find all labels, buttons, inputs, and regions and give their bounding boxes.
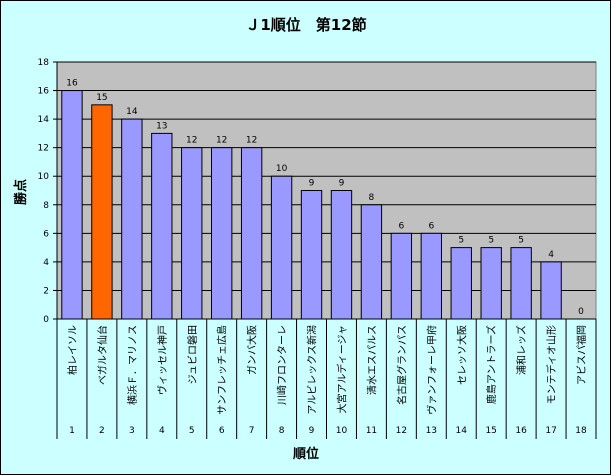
x-axis-title: 順位 <box>293 446 319 462</box>
y-tick-label: 6 <box>43 229 49 239</box>
y-axis-title: 勝点 <box>13 179 29 205</box>
bar <box>540 261 562 320</box>
category-label: ベガルタ仙台 <box>96 325 109 385</box>
rank-label: 4 <box>159 426 165 436</box>
chart-title: Ｊ1順位 第12節 <box>245 16 366 34</box>
y-tick-label: 2 <box>43 286 49 296</box>
bar <box>480 247 502 320</box>
category-label: ヴィッセル神戸 <box>156 325 169 395</box>
plot-area: 02468101214161816柏レイソル115ベガルタ仙台214横浜Ｆ．マリ… <box>38 58 597 439</box>
y-tick-label: 8 <box>43 201 49 211</box>
data-label: 5 <box>458 236 464 246</box>
data-label: 13 <box>156 121 167 131</box>
rank-label: 6 <box>219 426 225 436</box>
data-label: 16 <box>66 79 78 89</box>
y-tick-label: 4 <box>43 258 49 268</box>
data-label: 5 <box>518 236 524 246</box>
rank-label: 7 <box>249 426 255 436</box>
category-label: サンフレッチェ広島 <box>216 325 229 415</box>
data-label: 12 <box>216 136 227 146</box>
bar <box>61 90 83 320</box>
data-label: 5 <box>488 236 494 246</box>
rank-label: 18 <box>575 426 587 436</box>
data-label: 15 <box>96 93 107 103</box>
category-label: セレッソ大阪 <box>455 325 468 385</box>
data-label: 12 <box>186 136 197 146</box>
bar <box>360 204 383 320</box>
data-label: 8 <box>369 193 375 203</box>
data-label: 6 <box>428 221 434 231</box>
bar <box>240 147 263 320</box>
bar <box>390 232 413 320</box>
category-label: 柏レイソル <box>66 325 79 375</box>
category-label: 川崎フロンターレ <box>276 325 289 405</box>
bar <box>91 104 113 320</box>
category-label: 浦和レッズ <box>515 325 528 375</box>
bar <box>211 147 233 320</box>
category-label: アビスパ福岡 <box>575 325 588 385</box>
category-label: 清水エスパルス <box>365 325 378 395</box>
category-label: 鹿島アントラーズ <box>485 325 498 404</box>
rank-label: 17 <box>545 426 556 436</box>
rank-label: 13 <box>426 426 437 436</box>
bar <box>420 232 442 320</box>
category-label: アルビレックス新潟 <box>306 325 319 415</box>
category-label: 名古屋グランパス <box>395 325 408 405</box>
rank-label: 2 <box>99 426 105 436</box>
data-label: 4 <box>548 250 554 260</box>
rank-label: 1 <box>69 426 75 436</box>
category-label: ガンバ大阪 <box>246 325 259 375</box>
rank-label: 16 <box>515 426 527 436</box>
rank-label: 3 <box>129 426 135 436</box>
rank-label: 5 <box>189 426 195 436</box>
data-label: 10 <box>276 164 288 174</box>
bar <box>510 247 532 320</box>
bar <box>330 190 353 320</box>
y-tick-label: 12 <box>38 144 49 154</box>
rank-label: 14 <box>456 426 468 436</box>
category-label: ジュビロ磐田 <box>186 325 199 384</box>
y-tick-label: 10 <box>38 172 50 182</box>
data-label: 12 <box>246 136 257 146</box>
rank-label: 15 <box>485 426 496 436</box>
plot-background <box>56 61 597 320</box>
bar <box>450 247 472 320</box>
y-tick-label: 14 <box>38 115 50 125</box>
bar <box>181 147 203 320</box>
data-label: 9 <box>339 179 345 189</box>
rank-label: 8 <box>279 426 285 436</box>
category-label: モンテディオ山形 <box>545 325 558 404</box>
rank-label: 12 <box>396 426 407 436</box>
bar <box>270 175 293 320</box>
bar <box>151 132 173 320</box>
y-tick-label: 0 <box>43 315 49 325</box>
data-label: 9 <box>309 179 315 189</box>
y-tick-label: 18 <box>38 58 50 68</box>
category-label: ヴァンフォーレ甲府 <box>425 325 438 415</box>
data-label: 6 <box>398 221 404 231</box>
category-label: 横浜Ｆ．マリノス <box>126 325 139 405</box>
rank-label: 10 <box>336 426 348 436</box>
bar <box>300 190 323 320</box>
data-label: 0 <box>578 307 584 317</box>
data-label: 14 <box>126 107 138 117</box>
rank-label: 11 <box>366 426 377 436</box>
rank-label: 9 <box>309 426 315 436</box>
category-label: 大宮アルディージャ <box>335 325 348 414</box>
y-tick-label: 16 <box>38 87 50 97</box>
bar <box>121 118 143 320</box>
